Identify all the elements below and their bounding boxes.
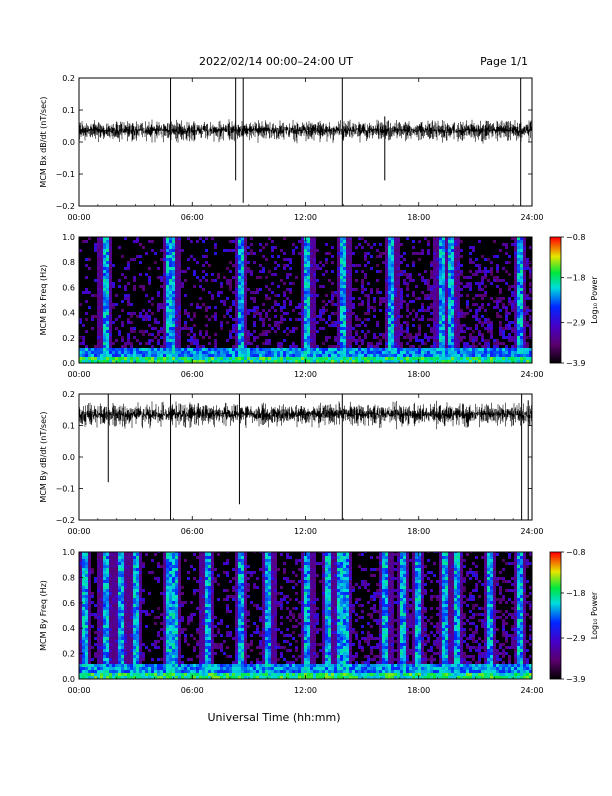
- x-tick-label: 00:00: [67, 213, 90, 222]
- x-tick-label: 00:00: [67, 527, 90, 536]
- y-tick-label: −0.1: [56, 170, 75, 179]
- x-tick-label: 24:00: [520, 527, 543, 536]
- x-tick-label: 06:00: [181, 527, 204, 536]
- y-tick-label: 0.2: [62, 650, 75, 659]
- colorbar-tick-label: −1.8: [566, 274, 585, 283]
- x-tick-label: 00:00: [67, 370, 90, 379]
- y-tick-label: 0.4: [62, 624, 75, 633]
- panel-3: 00:00 06:00 12:00 18:00 24:00 −0.2 −0.1 0.0 0.1 0…: [39, 390, 544, 536]
- x-tick-label: 24:00: [520, 686, 543, 695]
- y-tick-label: 0.4: [62, 309, 75, 318]
- plot-frame: [79, 78, 532, 206]
- colorbar-tick-label: −3.9: [566, 359, 585, 368]
- page-indicator: Page 1/1: [480, 55, 528, 68]
- x-tick-label: 12:00: [294, 370, 317, 379]
- y-axis-label: MCM Bx Freq (Hz): [39, 265, 48, 336]
- spectrogram: [79, 237, 532, 363]
- y-tick-label: −0.2: [56, 202, 75, 211]
- y-axis-label: MCM Bx dB/dt (nT/sec): [39, 96, 48, 187]
- colorbar-tick-label: −3.9: [566, 675, 585, 684]
- x-tick-label: 12:00: [294, 527, 317, 536]
- x-tick-label: 24:00: [520, 370, 543, 379]
- y-tick-label: 0.0: [62, 453, 75, 462]
- y-tick-label: 1.0: [62, 548, 75, 557]
- x-tick-label: 18:00: [407, 527, 430, 536]
- y-tick-label: 0.8: [62, 573, 75, 582]
- time-series: [79, 78, 532, 206]
- y-tick-label: 0.6: [62, 283, 75, 292]
- y-tick-label: 0.2: [62, 334, 75, 343]
- y-tick-label: 0.6: [62, 599, 75, 608]
- y-tick-label: −0.1: [56, 485, 75, 494]
- colorbar-tick-label: −0.8: [566, 548, 585, 557]
- x-axis-title: Universal Time (hh:mm): [208, 711, 341, 724]
- time-series: [79, 394, 532, 520]
- figure-title: 2022/02/14 00:00–24:00 UT: [199, 55, 353, 68]
- signal-trace: [79, 401, 532, 430]
- colorbar: −3.9 −2.9 −1.8 −0.8 Log₁₀ Power: [550, 233, 599, 368]
- y-tick-label: 0.0: [62, 138, 75, 147]
- colorbar-tick-label: −0.8: [566, 233, 585, 242]
- y-tick-label: 0.1: [62, 106, 75, 115]
- y-tick-label: 1.0: [62, 233, 75, 242]
- x-tick-label: 18:00: [407, 686, 430, 695]
- x-tick-label: 12:00: [294, 686, 317, 695]
- y-tick-label: 0.0: [62, 675, 75, 684]
- colorbar: −3.9 −2.9 −1.8 −0.8 Log₁₀ Power: [550, 548, 599, 684]
- x-tick-label: 12:00: [294, 213, 317, 222]
- panel-2: −3.9 −2.9 −1.8 −0.8 Log₁₀ Power 00:00 06:00 12:…: [39, 233, 599, 379]
- colorbar-label: Log₁₀ Power: [590, 591, 599, 639]
- x-tick-label: 24:00: [520, 213, 543, 222]
- y-tick-label: 0.2: [62, 390, 75, 399]
- x-tick-label: 06:00: [181, 213, 204, 222]
- x-tick-label: 18:00: [407, 213, 430, 222]
- x-tick-label: 00:00: [67, 686, 90, 695]
- colorbar-label: Log₁₀ Power: [590, 276, 599, 324]
- colorbar-tick-label: −2.9: [566, 634, 585, 643]
- y-tick-label: 0.1: [62, 422, 75, 431]
- colorbar-tick-label: −1.8: [566, 589, 585, 598]
- panel-4: −3.9 −2.9 −1.8 −0.8 Log₁₀ Power 00:00 06:00 12:…: [39, 548, 599, 695]
- x-tick-label: 06:00: [181, 686, 204, 695]
- y-tick-label: 0.0: [62, 359, 75, 368]
- y-tick-label: −0.2: [56, 516, 75, 525]
- y-axis-label: MCM By Freq (Hz): [39, 580, 48, 651]
- spectrogram: [79, 550, 532, 679]
- panel-1: 00:00 06:00 12:00 18:00 24:00 −0.2 −0.1 0.0 0.1 0…: [39, 74, 544, 222]
- colorbar-tick-label: −2.9: [566, 318, 585, 327]
- x-tick-label: 18:00: [407, 370, 430, 379]
- signal-trace: [79, 119, 532, 143]
- x-tick-label: 06:00: [181, 370, 204, 379]
- y-tick-label: 0.2: [62, 74, 75, 83]
- y-tick-label: 0.8: [62, 258, 75, 267]
- y-axis-label: MCM By dB/dt (nT/sec): [39, 411, 48, 502]
